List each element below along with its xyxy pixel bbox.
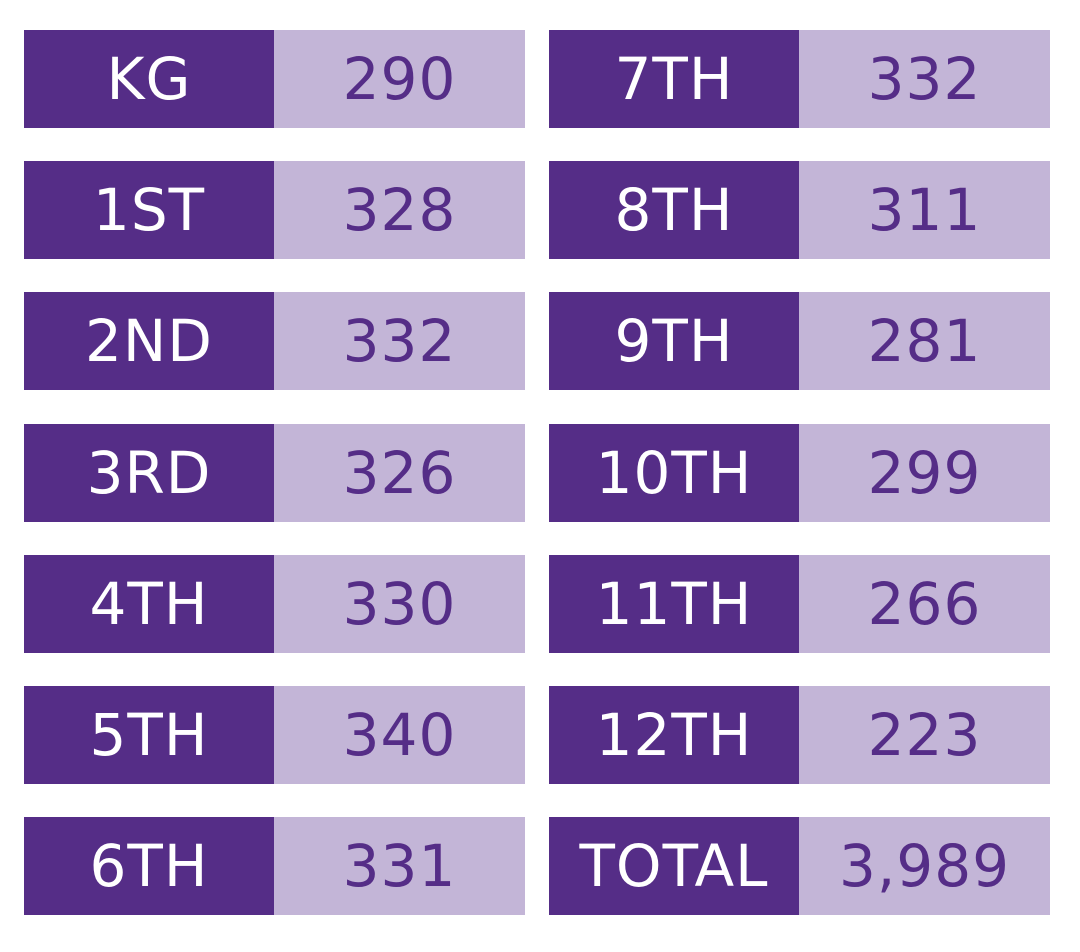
enrollment-value: 311 <box>799 161 1050 259</box>
enrollment-value: 326 <box>274 424 525 522</box>
grade-label: 7TH <box>549 30 799 128</box>
grade-label: 1ST <box>24 161 274 259</box>
grade-label: 9TH <box>549 292 799 390</box>
enrollment-value: 281 <box>799 292 1050 390</box>
grade-label: 6TH <box>24 817 274 915</box>
grade-label: 4TH <box>24 555 274 653</box>
enrollment-value: 332 <box>274 292 525 390</box>
grade-label: 12TH <box>549 686 799 784</box>
grade-label: 8TH <box>549 161 799 259</box>
enrollment-value: 332 <box>799 30 1050 128</box>
enrollment-value: 3,989 <box>799 817 1050 915</box>
enrollment-value: 328 <box>274 161 525 259</box>
grade-label: 2ND <box>24 292 274 390</box>
grade-label: KG <box>24 30 274 128</box>
enrollment-value: 223 <box>799 686 1050 784</box>
grade-label: 3RD <box>24 424 274 522</box>
enrollment-value: 299 <box>799 424 1050 522</box>
enrollment-value: 340 <box>274 686 525 784</box>
grade-label: 11TH <box>549 555 799 653</box>
enrollment-value: 330 <box>274 555 525 653</box>
grade-label: 10TH <box>549 424 799 522</box>
enrollment-value: 266 <box>799 555 1050 653</box>
grade-label: 5TH <box>24 686 274 784</box>
enrollment-value: 331 <box>274 817 525 915</box>
grade-label: TOTAL <box>549 817 799 915</box>
enrollment-value: 290 <box>274 30 525 128</box>
